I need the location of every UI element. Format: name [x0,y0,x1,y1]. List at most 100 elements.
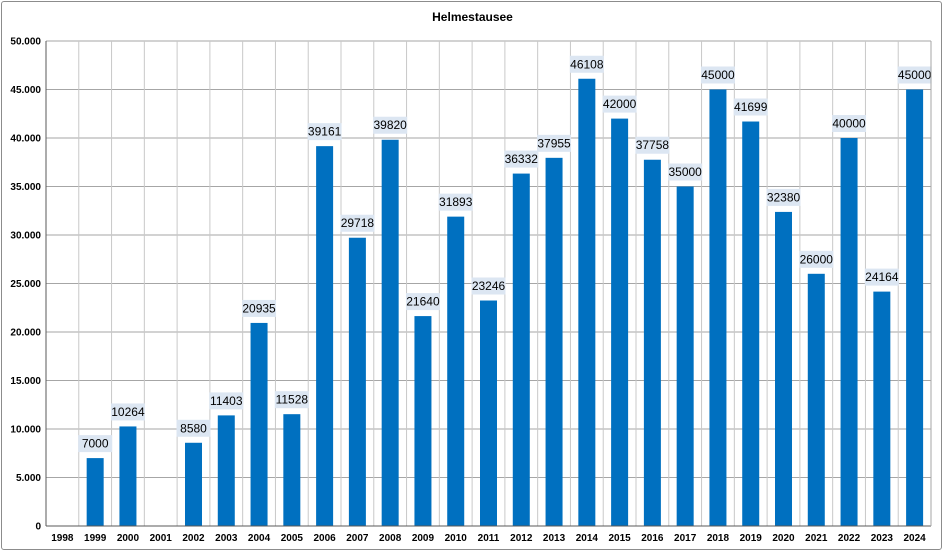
data-label: 11528 [276,393,309,407]
data-label-box [504,150,539,168]
x-tick-label: 2015 [608,533,631,544]
axes [45,41,932,527]
x-tick-label: 2004 [248,533,271,544]
data-label: 45000 [898,68,932,82]
data-label-box [635,136,670,154]
bar [348,237,366,526]
y-tick-label: 35.000 [10,182,41,193]
bar [611,118,629,526]
data-label-box [864,268,899,286]
bar [512,173,530,527]
data-label: 45000 [701,68,735,82]
x-tick-label: 2003 [215,533,238,544]
gridlines [46,40,931,526]
chart-title: Helmestausee [432,10,513,24]
data-label: 46108 [570,57,604,71]
bar [676,186,694,526]
data-label: 41699 [734,100,768,114]
x-tick-label: 2007 [346,533,369,544]
data-label: 37955 [537,136,571,150]
y-tick-label: 30.000 [10,231,41,242]
y-tick-label: 25.000 [10,279,41,290]
x-tick-label: 2018 [707,533,730,544]
x-tick-label: 2009 [412,533,435,544]
bar [283,414,301,526]
data-label: 42000 [603,97,637,111]
bar [316,146,334,526]
x-tick-label: 2011 [478,533,500,544]
data-label: 39161 [308,125,342,139]
data-label-box [274,391,309,409]
x-tick-label: 2000 [117,533,140,544]
data-label-box [438,193,473,211]
data-label: 39820 [373,118,407,132]
x-tick-label: 1999 [84,533,107,544]
data-label: 10264 [111,405,145,419]
data-label: 26000 [800,252,834,266]
data-label: 32380 [767,190,801,204]
bar [414,316,432,526]
x-tick-label: 2019 [740,533,763,544]
data-label-box [733,98,768,116]
data-label-box [602,95,637,113]
bar [250,322,268,526]
y-tick-label: 40.000 [10,134,41,145]
x-tick-label: 2005 [281,533,304,544]
bar [807,273,825,526]
data-label-box [668,163,703,181]
x-tick-label: 2010 [445,533,468,544]
bar [217,415,235,526]
data-label-box [766,188,801,206]
x-tick-label: 2024 [903,533,926,544]
y-tick-label: 15.000 [10,376,41,387]
data-label: 7000 [82,437,109,451]
x-tick-label: 2022 [838,533,861,544]
x-axis-ticks: 1998 1999 2000 2001 2002 2003 2004 2005 2006 2007… [51,533,926,544]
x-tick-label: 2014 [576,533,599,544]
data-label: 8580 [180,421,207,435]
x-tick-label: 2001 [150,533,173,544]
bar [906,89,924,526]
bar [480,300,497,526]
data-label-box [405,293,440,311]
data-label: 31893 [439,195,473,209]
x-tick-label: 2013 [543,533,566,544]
y-tick-label: 45.000 [10,85,41,96]
bar [447,216,465,527]
x-tick-label: 2006 [313,533,336,544]
data-label: 40000 [832,117,866,131]
data-label: 20935 [242,301,276,315]
data-label-box [209,392,244,410]
y-tick-label: 0 [35,522,41,533]
x-tick-label: 1998 [51,533,74,544]
bar [381,139,399,526]
bar [873,291,891,526]
data-label: 36332 [505,152,539,166]
data-label-box [78,435,113,453]
x-tick-label: 2017 [674,533,697,544]
bar [775,211,792,526]
y-tick-label: 5.000 [16,473,41,484]
bars [86,78,924,527]
data-label-box [799,250,834,268]
y-tick-label: 50.000 [10,37,41,48]
bar [840,138,858,526]
data-label: 11403 [210,394,243,408]
data-label: 29718 [341,216,375,230]
data-label-box [537,134,572,152]
bar [709,89,727,526]
bar [545,157,563,527]
bar [742,121,760,526]
bar [86,458,104,526]
data-label-box [242,299,277,317]
data-label-box [471,277,506,295]
x-tick-label: 2023 [871,533,894,544]
x-tick-label: 2016 [641,533,664,544]
bar [578,78,596,526]
data-label-box [340,214,375,232]
data-label-box [373,116,408,134]
x-tick-label: 2021 [805,533,828,544]
y-tick-label: 10.000 [10,425,41,436]
bar [119,426,137,526]
